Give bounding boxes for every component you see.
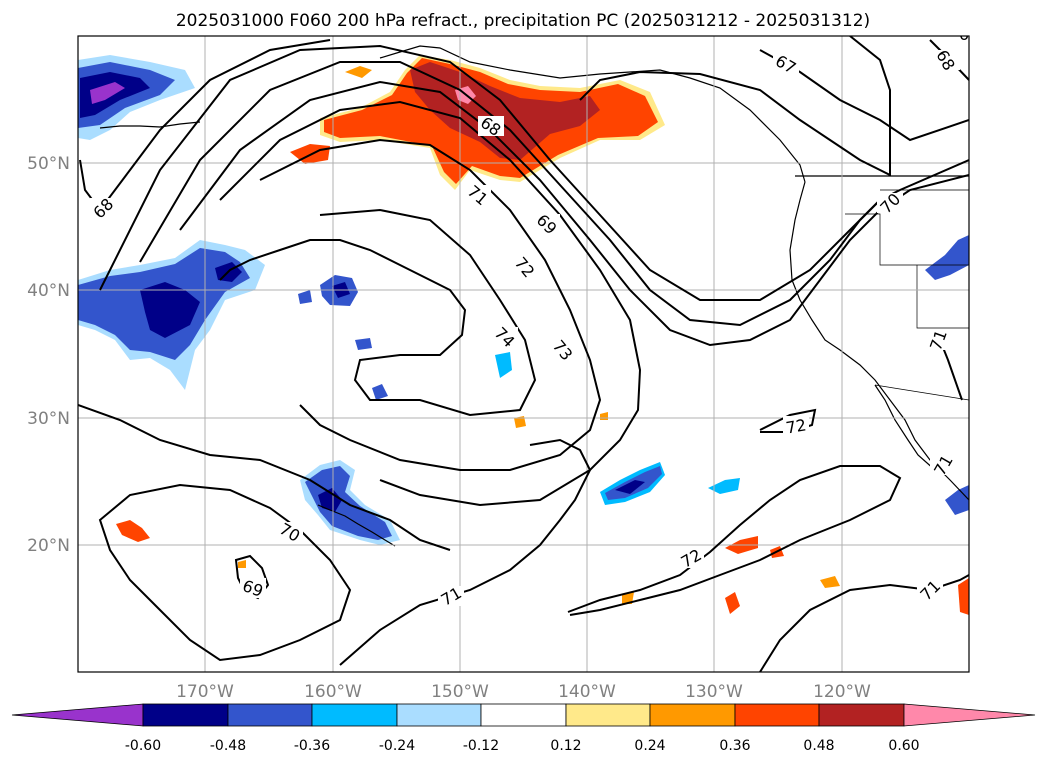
- neg-precip-northwest-navy: [80, 72, 150, 118]
- pos-precip-small-3: [514, 416, 526, 428]
- colorbar-tick-label: 0.36: [719, 738, 750, 754]
- contour-71-se: [759, 574, 969, 672]
- lon-label: 160°W: [304, 682, 362, 702]
- pos-precip-small-5: [238, 560, 246, 568]
- contour-label: 72: [784, 415, 807, 437]
- neg-precip-central-3: [372, 384, 388, 400]
- neg-precip-east-2: [945, 485, 969, 515]
- colorbar-tick-label: 0.12: [550, 738, 581, 754]
- lat-label: 20°N: [27, 536, 70, 556]
- neg-precip-central-2: [298, 290, 312, 304]
- colorbar-segment: [480, 703, 567, 727]
- contour-73: [259, 138, 602, 471]
- colorbar-ticks: -0.60 -0.48 -0.36 -0.24 -0.12 0.12 0.24 …: [125, 738, 920, 754]
- contour-71-south: [339, 438, 592, 666]
- pos-precip-se-3: [622, 592, 634, 604]
- colorbar-segment: [396, 703, 482, 727]
- contour-70-south: [98, 483, 352, 662]
- neg-precip-south-central-navy: [615, 480, 645, 494]
- lon-label: 170°W: [176, 682, 234, 702]
- alaska-coast: [379, 45, 806, 183]
- colorbar-segment: [565, 703, 651, 727]
- contour-72-north: [219, 100, 642, 507]
- pos-precip-se-5: [820, 576, 840, 588]
- map-title: 2025031000 F060 200 hPa refract., precip…: [176, 11, 870, 31]
- contour-north-ridge: [579, 36, 891, 177]
- contour-labels: 67 68 68 68 69 69 69 70 70 71 71 71 71 7…: [89, 25, 979, 610]
- lat-label: 40°N: [27, 281, 70, 301]
- neg-precip-central-5: [355, 338, 372, 350]
- pos-precip-se-4: [725, 592, 740, 614]
- pos-precip-small-2: [345, 66, 372, 78]
- coastlines: [99, 45, 969, 547]
- colorbar-tick-label: -0.24: [379, 738, 415, 754]
- lon-label: 130°W: [685, 682, 743, 702]
- pos-precip-sw-1: [116, 520, 150, 542]
- neg-precip-west-navy: [140, 282, 200, 338]
- contour-72-south: [567, 465, 902, 616]
- contour-68: [79, 39, 331, 212]
- colorbar-segment: [818, 703, 905, 727]
- map-area: 67 68 68 68 69 69 69 70 70 71 71 71 71 7…: [78, 25, 979, 672]
- longitude-labels: 170°W 160°W 150°W 140°W 130°W 120°W: [176, 682, 871, 702]
- latitude-labels: 50°N 40°N 30°N 20°N: [27, 154, 70, 556]
- colorbar-segment: [649, 703, 736, 727]
- north-america-west-coast: [789, 181, 969, 501]
- colorbar-tick-label: 0.60: [888, 738, 919, 754]
- lat-label: 30°N: [27, 409, 70, 429]
- lon-label: 120°W: [813, 682, 871, 702]
- lat-label: 50°N: [27, 154, 70, 174]
- colorbar-extend-right: [903, 703, 1036, 727]
- lon-label: 140°W: [558, 682, 616, 702]
- pos-precip-north-darkred: [410, 62, 600, 160]
- colorbar-tick-label: -0.60: [125, 738, 161, 754]
- colorbar-segment: [142, 703, 229, 727]
- colorbar-tick-label: -0.12: [463, 738, 499, 754]
- contour-71-north: [179, 80, 969, 347]
- baja-coast: [874, 384, 936, 471]
- state-borders: [845, 189, 969, 401]
- contour-label: 69: [959, 25, 979, 44]
- colorbar-segment: [734, 703, 820, 727]
- colorbar-segment: [227, 703, 313, 727]
- pos-precip-se-6: [958, 578, 969, 615]
- lon-label: 150°W: [431, 682, 489, 702]
- contour-71-southwest: [78, 404, 451, 551]
- colorbar-tick-label: -0.48: [210, 738, 246, 754]
- colorbar-tick-label: 0.48: [803, 738, 834, 754]
- neg-precip-northwest-purple: [90, 82, 125, 104]
- neg-precip-east-1: [925, 235, 969, 280]
- colorbar-segment: [311, 703, 398, 727]
- neg-precip-southwest-navy: [318, 488, 342, 512]
- hawaii-islands: [317, 504, 396, 547]
- neg-precip-central-4: [495, 352, 512, 378]
- colorbar-tick-label: 0.24: [634, 738, 665, 754]
- contour-69-north: [99, 44, 881, 301]
- map-frame: [77, 35, 970, 673]
- aleutian-chain: [99, 121, 201, 129]
- colorbar-tick-label: -0.36: [294, 738, 330, 754]
- neg-precip-south-small: [708, 478, 740, 494]
- contour-74: [219, 208, 537, 417]
- colorbar-extend-left: [11, 703, 144, 727]
- colorbar: -0.60 -0.48 -0.36 -0.24 -0.12 0.12 0.24 …: [11, 703, 1036, 754]
